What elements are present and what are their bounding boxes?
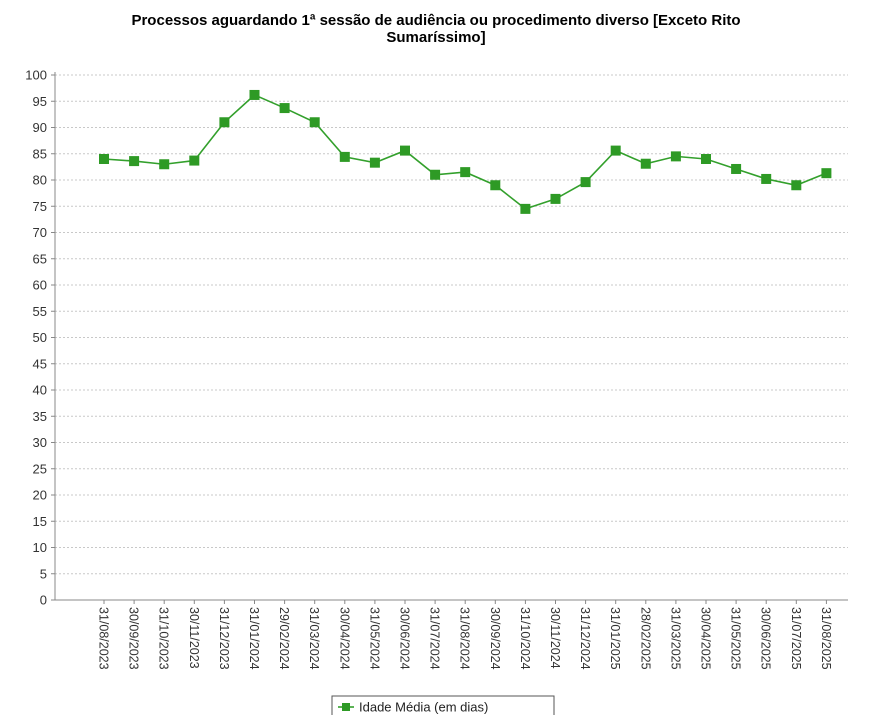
- data-point: [821, 168, 832, 179]
- y-tick-label: 0: [40, 593, 47, 608]
- data-point: [249, 89, 260, 100]
- y-tick-label: 30: [33, 435, 47, 450]
- x-tick-label: 30/11/2023: [187, 607, 201, 669]
- x-tick-label: 31/03/2025: [668, 607, 682, 670]
- x-tick-label: 31/08/2025: [819, 607, 833, 670]
- x-axis-tick-labels: 31/08/2023 30/09/2023 31/10/2023 30/11/2023…: [97, 607, 833, 670]
- x-tick-label: 29/02/2024: [277, 607, 291, 670]
- data-point: [610, 145, 621, 156]
- y-tick-label: 100: [25, 68, 47, 83]
- data-point: [339, 151, 350, 162]
- x-tick-label: 31/03/2024: [307, 607, 321, 670]
- data-point: [580, 177, 591, 188]
- y-tick-label: 15: [33, 514, 47, 529]
- y-tick-label: 45: [33, 356, 47, 371]
- x-tick-label: 31/12/2024: [578, 607, 592, 670]
- y-tick-label: 70: [33, 225, 47, 240]
- x-tick-label: 31/08/2024: [458, 607, 472, 670]
- data-point: [430, 169, 441, 180]
- x-tick-label: 31/10/2024: [518, 607, 532, 670]
- y-tick-label: 40: [33, 383, 47, 398]
- y-tick-label: 10: [33, 540, 47, 555]
- data-point: [791, 180, 802, 191]
- data-point: [129, 156, 140, 167]
- x-tick-label: 30/06/2024: [398, 607, 412, 670]
- x-tick-label: 28/02/2025: [638, 607, 652, 670]
- x-tick-label: 30/04/2024: [337, 607, 351, 670]
- y-tick-label: 90: [33, 120, 47, 135]
- grid-lines: [55, 74, 848, 575]
- data-point: [159, 159, 170, 170]
- x-tick-label: 31/05/2025: [729, 607, 743, 670]
- data-point: [731, 163, 742, 174]
- y-tick-label: 95: [33, 94, 47, 109]
- x-tick-label: 30/09/2024: [488, 607, 502, 670]
- y-tick-label: 60: [33, 278, 47, 293]
- x-tick-label: 31/07/2024: [428, 607, 442, 670]
- data-point: [99, 154, 109, 164]
- legend-box: [331, 695, 555, 715]
- x-tick-label: 31/12/2023: [217, 607, 231, 670]
- data-point: [400, 145, 410, 156]
- y-tick-label: 20: [33, 488, 47, 503]
- y-tick-label: 55: [33, 304, 47, 319]
- data-point: [219, 117, 230, 128]
- data-point: [761, 173, 772, 184]
- legend-label: Idade Média (em dias): [359, 700, 488, 715]
- legend: Idade Média (em dias): [331, 695, 555, 715]
- series-line: [103, 94, 827, 210]
- data-point: [520, 203, 531, 214]
- x-tick-label: 30/04/2025: [699, 607, 713, 670]
- x-tick-label: 31/01/2025: [608, 607, 622, 670]
- data-point: [369, 157, 380, 168]
- y-tick-label: 80: [33, 173, 47, 188]
- data-point: [309, 117, 320, 128]
- x-tick-label: 31/07/2025: [789, 607, 803, 670]
- y-tick-label: 85: [33, 146, 47, 161]
- x-tick-label: 31/08/2023: [97, 607, 111, 670]
- chart-title-line-2: Sumaríssimo]: [386, 29, 486, 46]
- data-point: [550, 193, 561, 204]
- data-point: [460, 167, 471, 178]
- data-point: [279, 103, 290, 114]
- legend-swatch-marker: [342, 703, 350, 711]
- data-point: [490, 180, 501, 191]
- y-axis-tick-labels: 0 5 10 15 20 25 30 35 40 45 50 55 60 65 70 75 80 85 90 95 10…: [25, 68, 47, 608]
- x-tick-label: 30/06/2025: [759, 607, 773, 670]
- y-tick-label: 5: [40, 566, 47, 581]
- x-tick-label: 30/11/2024: [548, 607, 562, 669]
- x-tick-label: 31/01/2024: [247, 607, 261, 670]
- x-tick-label: 31/05/2024: [367, 607, 381, 670]
- data-point: [640, 158, 651, 169]
- y-tick-label: 50: [33, 330, 47, 345]
- y-tick-label: 35: [33, 409, 47, 424]
- x-tick-label: 31/10/2023: [157, 607, 171, 670]
- data-point: [701, 154, 711, 164]
- chart-title-line-1: Processos aguardando 1ª sessão de audiên…: [131, 12, 741, 29]
- y-tick-label: 75: [33, 199, 47, 214]
- axes: [51, 72, 848, 604]
- chart-title: Processos aguardando 1ª sessão de audiên…: [0, 12, 872, 46]
- series-layer: [99, 89, 832, 214]
- x-tick-label: 30/09/2023: [127, 607, 141, 670]
- data-point: [189, 155, 200, 166]
- y-tick-label: 65: [33, 251, 47, 266]
- y-tick-label: 25: [33, 461, 47, 476]
- data-point: [670, 151, 681, 162]
